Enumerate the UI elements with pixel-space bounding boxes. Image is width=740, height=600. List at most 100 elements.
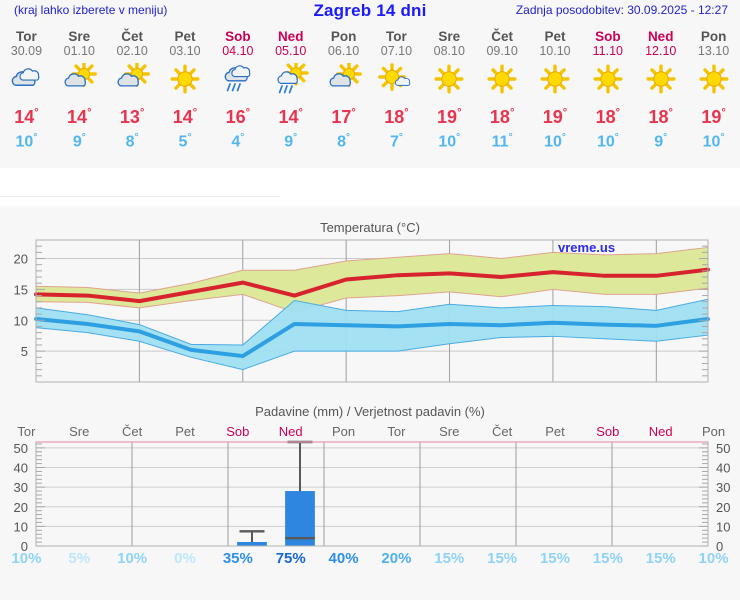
sunny-icon	[476, 60, 529, 100]
day-name: Tor	[16, 29, 37, 44]
day-column: Pet 03.10 14° 5°	[159, 24, 212, 152]
precipitation-probability: 15%	[645, 550, 676, 567]
day-date: 04.10	[222, 44, 254, 58]
precipitation-chart-svg: 50 40 30 20 10 0 50 40 30 20 10 0	[14, 440, 730, 554]
max-temperature: 18°	[595, 107, 621, 127]
charts-zone: Temperatura (°C) 20 15 10 5 vreme.us Padavi…	[0, 206, 740, 600]
day-date: 02.10	[116, 44, 148, 58]
precip-day-label: Pet	[175, 424, 195, 439]
watermark: vreme.us	[558, 240, 616, 255]
day-date: 09.10	[486, 44, 518, 58]
min-temperature: 9°	[284, 132, 298, 151]
day-date: 03.10	[169, 44, 201, 58]
partly-sunny-icon	[106, 60, 159, 100]
day-column: Pon 13.10 19° 10°	[687, 24, 740, 152]
day-name: Sob	[225, 29, 251, 44]
max-temperature: 19°	[542, 107, 568, 127]
top-bar: (kraj lahko izberete v meniju) Zagreb 14…	[0, 0, 740, 24]
precipitation-probability: 0%	[174, 550, 196, 567]
precip-day-label: Tor	[387, 424, 406, 439]
svg-text:20: 20	[716, 500, 730, 515]
svg-text:20: 20	[14, 500, 28, 515]
day-name: Sre	[68, 29, 91, 44]
sunny-icon	[687, 60, 740, 100]
svg-text:20: 20	[14, 252, 28, 267]
svg-text:0: 0	[716, 539, 723, 554]
day-name: Ned	[277, 29, 304, 44]
precipitation-probability: 15%	[487, 550, 518, 567]
day-column: Čet 09.10 18° 11°	[476, 24, 529, 152]
precipitation-probability: 40%	[328, 550, 359, 567]
precipitation-probability: 10%	[698, 550, 729, 567]
svg-text:40: 40	[716, 461, 730, 476]
min-temperature: 10°	[15, 132, 38, 151]
day-column: Pon 06.10 17° 8°	[317, 24, 370, 152]
max-temperature: 14°	[14, 107, 39, 127]
sun-rain-icon	[264, 60, 317, 100]
max-temperature: 19°	[437, 107, 462, 127]
panel-separator	[0, 168, 740, 206]
min-temperature: 10°	[438, 132, 461, 151]
precipitation-probability: 15%	[539, 550, 570, 567]
day-name: Čet	[121, 29, 143, 44]
day-column: Tor 07.10 18° 7°	[370, 24, 423, 152]
sunny-icon	[159, 60, 212, 100]
precipitation-chart-title: Padavine (mm) / Verjetnost padavin (%)	[255, 404, 485, 419]
day-column: Sre 01.10 14° 9°	[53, 24, 106, 152]
precipitation-probability: 5%	[68, 550, 91, 567]
temperature-chart-title: Temperatura (°C)	[320, 220, 420, 235]
day-column: Sre 08.10 19° 10°	[423, 24, 476, 152]
precip-day-label: Pet	[545, 424, 565, 439]
page-title: Zagreb 14 dni	[313, 1, 427, 20]
precip-day-label: Sre	[69, 424, 90, 439]
svg-text:30: 30	[716, 480, 730, 495]
max-temperature: 16°	[225, 107, 251, 127]
sunny-icon	[581, 60, 634, 100]
min-temperature: 7°	[389, 132, 403, 151]
precipitation-probability: 10%	[117, 550, 148, 567]
day-date: 10.10	[539, 44, 571, 58]
precipitation-probability: 75%	[275, 550, 306, 567]
precipitation-probability: 10%	[11, 550, 42, 567]
svg-text:15: 15	[14, 282, 28, 297]
precipitation-probability: 15%	[434, 550, 465, 567]
min-temperature: 10°	[544, 132, 566, 151]
day-name: Čet	[491, 29, 513, 44]
precip-day-label: Ned	[648, 424, 673, 439]
day-column: Čet 02.10 13° 8°	[106, 24, 159, 152]
svg-text:50: 50	[716, 441, 730, 456]
location-hint: (kraj lahko izberete v meniju)	[14, 3, 168, 17]
precip-day-label: Ned	[278, 424, 303, 439]
separator-line	[0, 196, 280, 197]
max-temperature: 18°	[489, 107, 515, 127]
precip-day-label: Čet	[492, 424, 513, 439]
sunny-icon	[423, 60, 476, 100]
max-temperature: 14°	[67, 107, 92, 127]
precipitation-chart: Padavine (mm) / Verjetnost padavin (%) T…	[0, 396, 740, 600]
min-temperature: 9°	[654, 132, 668, 151]
day-name: Ned	[647, 29, 674, 44]
precipitation-probability: 15%	[592, 550, 623, 567]
svg-text:10: 10	[716, 519, 730, 534]
day-name: Pet	[544, 29, 566, 44]
day-date: 06.10	[327, 44, 360, 58]
max-temperature: 19°	[701, 107, 726, 127]
daily-forecast-panel: Tor 30.09 14° 10° Sre 01.10 14° 9° Čet 02.10 13° 8°…	[0, 24, 740, 168]
temperature-chart-svg: 20 15 10 5	[14, 239, 710, 383]
day-name: Sob	[595, 29, 621, 44]
sunny-icon	[634, 60, 687, 100]
day-date: 30.09	[10, 44, 43, 58]
max-temperature: 13°	[119, 107, 145, 127]
day-date: 11.10	[592, 44, 624, 58]
svg-text:0: 0	[21, 539, 28, 554]
precip-day-label: Pon	[331, 424, 356, 439]
day-date: 05.10	[275, 44, 307, 58]
precip-day-label: Sob	[226, 424, 250, 439]
svg-text:40: 40	[14, 461, 28, 476]
min-temperature: 10°	[702, 132, 725, 151]
partly-sunny-icon	[317, 60, 370, 100]
last-update: Zadnja posodobitev: 30.09.2025 - 12:27	[515, 3, 728, 17]
svg-text:5: 5	[21, 344, 28, 359]
day-column: Sob 11.10 18° 10°	[581, 24, 634, 152]
